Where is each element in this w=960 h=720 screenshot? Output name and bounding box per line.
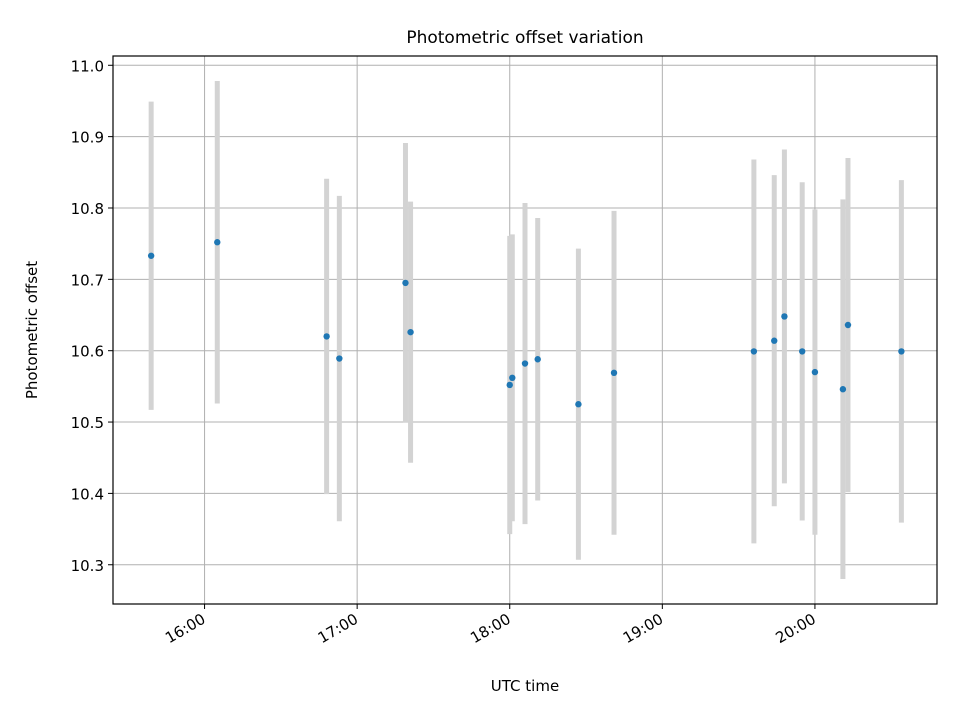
data-point [323,333,330,340]
data-point [750,348,758,355]
chart-title: Photometric offset variation [406,28,643,48]
data-point [214,239,221,246]
data-point [575,401,582,408]
y-tick-label: 11.0 [71,57,104,75]
y-tick-label: 10.7 [71,271,104,289]
data-point [521,360,529,367]
data-point [839,386,847,393]
data-point [402,279,409,287]
y-tick-label: 10.9 [71,129,104,147]
data-point [771,337,778,344]
data-point [781,313,788,320]
data-point [844,321,852,329]
y-axis-ticks: 10.3 10.4 10.5 10.6 10.7 10.8 10.9 11.0 [71,57,113,575]
data-point [506,381,513,389]
plot-area-frame [112,55,938,605]
y-tick-label: 10.5 [71,414,104,432]
x-axis-label: UTC time [491,677,559,695]
data-point [336,355,343,362]
data-point [811,368,819,376]
y-tick-label: 10.8 [71,200,104,218]
data-point [610,369,618,377]
data-point [407,328,414,336]
y-tick-label: 10.6 [71,343,104,361]
data-point [147,252,155,259]
data-point [898,348,905,355]
y-tick-label: 10.4 [71,485,104,503]
data-points [147,239,905,408]
data-point [799,348,806,355]
y-axis-label: Photometric offset [23,261,41,399]
data-point [534,356,541,363]
y-tick-label: 10.3 [71,557,104,575]
data-point [509,374,516,382]
